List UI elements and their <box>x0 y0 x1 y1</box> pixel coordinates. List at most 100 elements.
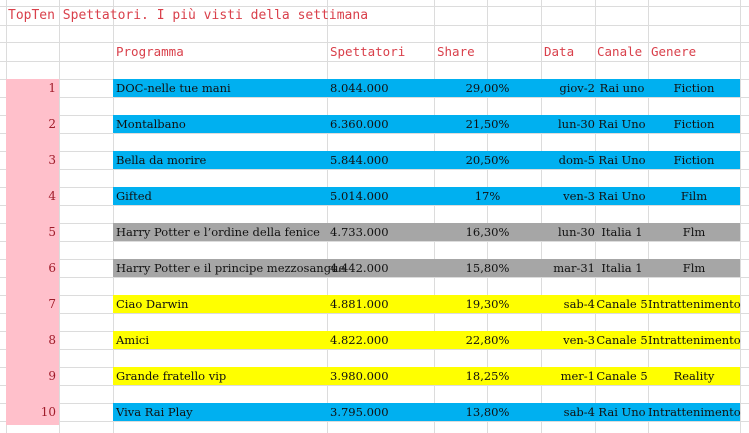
data-cell[interactable]: lun-30 <box>557 225 595 239</box>
share-cell[interactable]: 22,80% <box>465 333 510 347</box>
share-cell[interactable]: 17% <box>474 189 501 203</box>
canale-cell[interactable]: Italia 1 <box>601 225 643 239</box>
grid-column-line <box>113 0 114 433</box>
table-row[interactable]: Harry Potter e l’ordine della fenice 4.73… <box>113 223 740 241</box>
grid-column-line <box>740 0 741 433</box>
grid-column-line <box>595 0 596 433</box>
grid-row-line <box>0 313 749 314</box>
programma-cell[interactable]: Gifted <box>116 189 152 203</box>
spettatori-cell[interactable]: 5.014.000 <box>330 189 389 203</box>
canale-cell[interactable]: Canale 5 <box>596 333 648 347</box>
data-cell[interactable]: dom-5 <box>558 153 595 167</box>
programma-cell[interactable]: Grande fratello vip <box>116 369 227 383</box>
data-cell[interactable]: lun-30 <box>557 117 595 131</box>
grid-column-line <box>59 0 60 433</box>
spettatori-cell[interactable]: 4.733.000 <box>330 225 389 239</box>
share-cell[interactable]: 29,00% <box>465 81 510 95</box>
spettatori-cell[interactable]: 3.980.000 <box>330 369 389 383</box>
rank-cell[interactable]: 7 <box>48 297 56 311</box>
grid-column-line <box>648 0 649 433</box>
table-row[interactable]: DOC-nelle tue mani 8.044.000 29,00% giov-2 R… <box>113 79 740 97</box>
rank-cell[interactable]: 9 <box>48 369 56 383</box>
data-cell[interactable]: sab-4 <box>563 297 595 311</box>
spettatori-cell[interactable]: 4.822.000 <box>330 333 389 347</box>
data-cell[interactable]: sab-4 <box>563 405 595 419</box>
spettatori-cell[interactable]: 3.795.000 <box>330 405 389 419</box>
genere-cell[interactable]: Intrattenimento <box>648 333 741 347</box>
share-cell[interactable]: 18,25% <box>465 369 510 383</box>
data-cell[interactable]: mer-1 <box>560 369 595 383</box>
genere-cell[interactable]: Flm <box>682 225 706 239</box>
canale-cell[interactable]: Italia 1 <box>601 261 643 275</box>
canale-cell[interactable]: Rai Uno <box>598 117 646 131</box>
sheet-title[interactable]: TopTen Spettatori. I più visti della set… <box>8 8 369 23</box>
share-cell[interactable]: 13,80% <box>465 405 510 419</box>
table-row[interactable]: Montalbano 6.360.000 21,50% lun-30 Rai Uno Fi… <box>113 115 740 133</box>
header-share[interactable]: Share <box>437 44 475 59</box>
programma-cell[interactable]: Harry Potter e il principe mezzosangue <box>116 261 346 275</box>
share-cell[interactable]: 20,50% <box>465 153 510 167</box>
header-spettatori[interactable]: Spettatori <box>330 44 406 59</box>
genere-cell[interactable]: Reality <box>673 369 715 383</box>
rank-cell[interactable]: 3 <box>48 153 56 167</box>
spettatori-cell[interactable]: 8.044.000 <box>330 81 389 95</box>
programma-cell[interactable]: Montalbano <box>116 117 186 131</box>
spettatori-cell[interactable]: 4.442.000 <box>330 261 389 275</box>
rank-cell[interactable]: 8 <box>48 333 56 347</box>
canale-cell[interactable]: Rai uno <box>599 81 645 95</box>
canale-cell[interactable]: Rai Uno <box>598 405 646 419</box>
rank-cell[interactable]: 4 <box>48 189 56 203</box>
table-row[interactable]: Amici 4.822.000 22,80% ven-3 Canale 5 Intratt… <box>113 331 741 349</box>
programma-cell[interactable]: Ciao Darwin <box>116 297 189 311</box>
header-genere[interactable]: Genere <box>651 44 697 59</box>
grid-column-line <box>327 0 328 433</box>
canale-cell[interactable]: Rai Uno <box>598 189 646 203</box>
programma-cell[interactable]: Harry Potter e l’ordine della fenice <box>116 225 320 239</box>
rank-cell[interactable]: 5 <box>48 225 56 239</box>
programma-cell[interactable]: Bella da morire <box>116 153 207 167</box>
genere-cell[interactable]: Fiction <box>673 117 715 131</box>
canale-cell[interactable]: Canale 5 <box>596 369 648 383</box>
spettatori-cell[interactable]: 4.881.000 <box>330 297 389 311</box>
rank-cell[interactable]: 6 <box>48 261 56 275</box>
rank-cell[interactable]: 1 <box>48 81 56 95</box>
share-cell[interactable]: 21,50% <box>465 117 510 131</box>
genere-cell[interactable]: Intrattenimento <box>648 405 741 419</box>
grid-row-line <box>0 61 749 62</box>
rank-cell[interactable]: 2 <box>48 117 56 131</box>
grid-column-line <box>487 0 488 433</box>
grid-row-line <box>0 97 749 98</box>
header-data[interactable]: Data <box>544 44 575 59</box>
table-row[interactable]: Gifted 5.014.000 17% ven-3 Rai Uno Film <box>113 187 740 205</box>
genere-cell[interactable]: Film <box>680 189 708 203</box>
spettatori-cell[interactable]: 5.844.000 <box>330 153 389 167</box>
programma-cell[interactable]: Amici <box>116 333 150 347</box>
data-cell[interactable]: giov-2 <box>559 81 595 95</box>
table-row[interactable]: Grande fratello vip 3.980.000 18,25% mer-1 C… <box>113 367 740 385</box>
genere-cell[interactable]: Intrattenimento <box>648 297 741 311</box>
grid-row-line <box>0 205 749 206</box>
table-row[interactable]: Bella da morire 5.844.000 20,50% dom-5 Rai U… <box>113 151 740 169</box>
grid-row-line <box>0 241 749 242</box>
programma-cell[interactable]: DOC-nelle tue mani <box>116 81 231 95</box>
spettatori-cell[interactable]: 6.360.000 <box>330 117 389 131</box>
data-cell[interactable]: ven-3 <box>563 333 595 347</box>
canale-cell[interactable]: Canale 5 <box>596 297 648 311</box>
rank-cell[interactable]: 10 <box>40 405 56 419</box>
genere-cell[interactable]: Fiction <box>673 81 715 95</box>
table-row[interactable]: Harry Potter e il principe mezzosangue 4.… <box>113 259 740 277</box>
canale-cell[interactable]: Rai Uno <box>598 153 646 167</box>
programma-cell[interactable]: Viva Rai Play <box>116 405 193 419</box>
data-cell[interactable]: mar-31 <box>553 261 595 275</box>
share-cell[interactable]: 19,30% <box>465 297 510 311</box>
data-cell[interactable]: ven-3 <box>563 189 595 203</box>
table-row[interactable]: Viva Rai Play 3.795.000 13,80% sab-4 Rai Uno… <box>113 403 741 421</box>
header-programma[interactable]: Programma <box>116 44 184 59</box>
rank-column-highlight <box>6 79 59 425</box>
share-cell[interactable]: 16,30% <box>465 225 510 239</box>
share-cell[interactable]: 15,80% <box>465 261 510 275</box>
genere-cell[interactable]: Fiction <box>673 153 715 167</box>
header-canale[interactable]: Canale <box>597 44 643 59</box>
genere-cell[interactable]: Flm <box>682 261 706 275</box>
